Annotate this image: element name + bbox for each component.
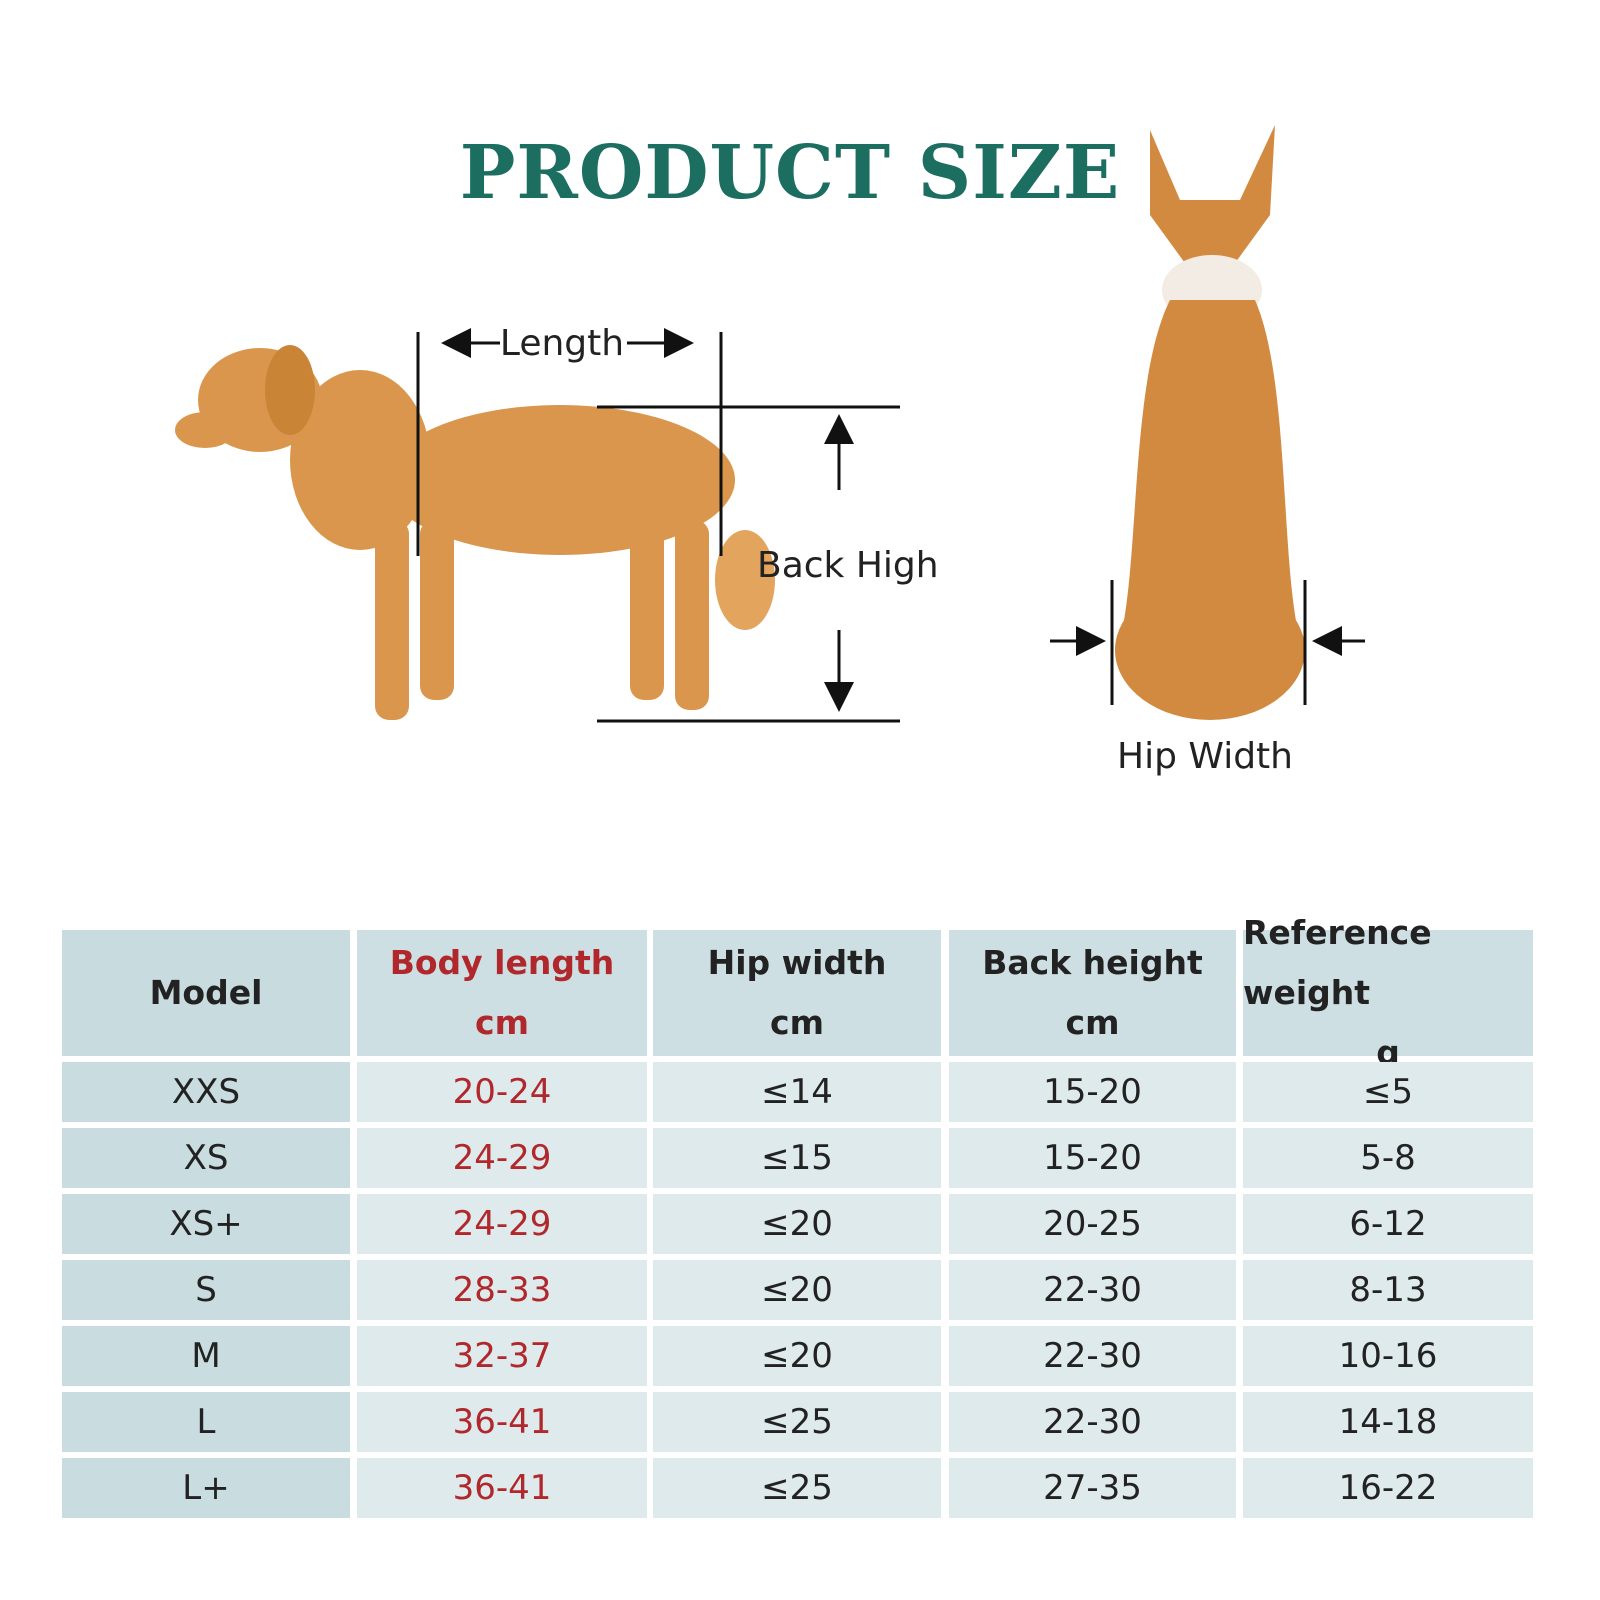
table-cell: XXS <box>62 1062 350 1122</box>
header-cell: Back height cm <box>949 930 1236 1056</box>
table-cell: 22-30 <box>949 1392 1236 1452</box>
length-label: Length <box>500 323 624 364</box>
table-cell: ≤15 <box>653 1128 941 1188</box>
header-unit: cm <box>770 1003 824 1042</box>
header-cell: Hip width cm <box>653 930 941 1056</box>
table-cell: 20-25 <box>949 1194 1236 1254</box>
table-cell: 20-24 <box>357 1062 647 1122</box>
table-cell: L+ <box>62 1458 350 1518</box>
table-cell: 32-37 <box>357 1326 647 1386</box>
table-cell: 24-29 <box>357 1194 647 1254</box>
side-dog <box>175 345 775 720</box>
table-cell: L <box>62 1392 350 1452</box>
table-cell: ≤25 <box>653 1458 941 1518</box>
header-name: Body length <box>389 943 615 982</box>
table-cell: 24-29 <box>357 1128 647 1188</box>
table-cell: S <box>62 1260 350 1320</box>
table-cell: 28-33 <box>357 1260 647 1320</box>
title-text: PRODUCT SIZE <box>459 130 1121 216</box>
header-unit: cm <box>1065 1003 1120 1042</box>
table-cell: 5-8 <box>1243 1128 1533 1188</box>
header-cell: Body length cm <box>357 930 647 1056</box>
rear-dog <box>1115 125 1305 720</box>
table-cell: 15-20 <box>949 1062 1236 1122</box>
table-cell: 15-20 <box>949 1128 1236 1188</box>
table-cell: ≤20 <box>653 1194 941 1254</box>
header-name: Back height <box>982 943 1203 982</box>
table-cell: 36-41 <box>357 1458 647 1518</box>
table-cell: XS+ <box>62 1194 350 1254</box>
header-unit: cm <box>475 1003 529 1042</box>
table-cell: 22-30 <box>949 1260 1236 1320</box>
table-cell: ≤20 <box>653 1260 941 1320</box>
header-name: Reference weight <box>1243 913 1432 1012</box>
table-cell: ≤25 <box>653 1392 941 1452</box>
header-cell: Reference weight g <box>1243 913 1533 1072</box>
table-cell: 27-35 <box>949 1458 1236 1518</box>
table-cell: ≤5 <box>1243 1062 1533 1122</box>
table-cell: 36-41 <box>357 1392 647 1452</box>
back-high-label: Back High <box>757 545 939 586</box>
header-name: Model <box>149 973 263 1012</box>
table-cell: 14-18 <box>1243 1392 1533 1452</box>
header-name: Hip width <box>707 943 887 982</box>
header-cell: Model <box>62 930 350 1056</box>
table-cell: ≤20 <box>653 1326 941 1386</box>
table-cell: XS <box>62 1128 350 1188</box>
table-cell: 8-13 <box>1243 1260 1533 1320</box>
table-cell: ≤14 <box>653 1062 941 1122</box>
table-cell: 6-12 <box>1243 1194 1533 1254</box>
table-cell: 10-16 <box>1243 1326 1533 1386</box>
diagram: Length Back High Hip Width <box>175 125 1365 777</box>
table-cell: M <box>62 1326 350 1386</box>
table-cell: 22-30 <box>949 1326 1236 1386</box>
title: PRODUCT SIZE <box>0 130 1600 216</box>
table-cell: 16-22 <box>1243 1458 1533 1518</box>
hip-width-label: Hip Width <box>1117 736 1293 777</box>
measure-lines <box>416 328 1365 723</box>
